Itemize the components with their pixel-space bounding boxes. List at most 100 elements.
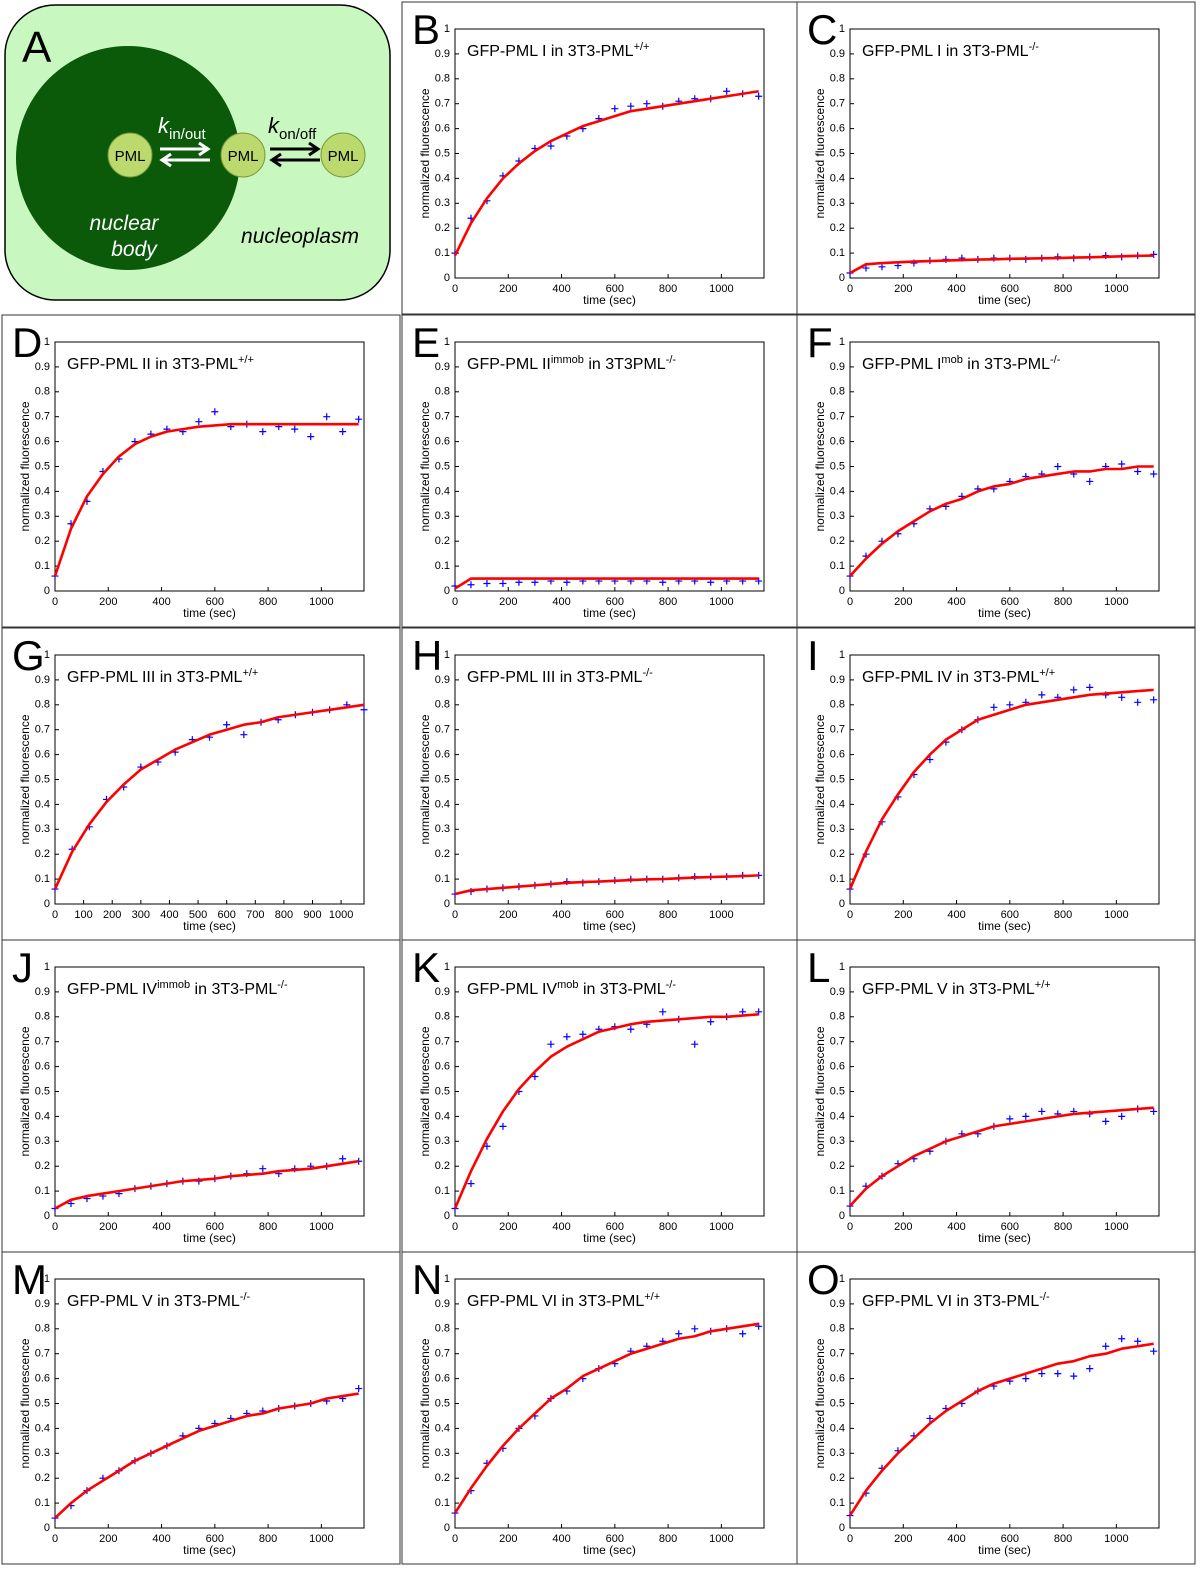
data-point <box>1022 1112 1030 1120</box>
data-point <box>499 1122 507 1130</box>
y-axis-label: normalized fluorescence <box>813 1338 827 1468</box>
y-tick-label: 0.4 <box>830 172 845 184</box>
y-tick-label: 0.3 <box>830 1135 845 1147</box>
y-axis-label: normalized fluorescence <box>18 401 32 531</box>
y-tick-label: 0.7 <box>830 98 845 110</box>
x-tick-label: 400 <box>552 909 570 921</box>
y-tick-label: 0 <box>44 1522 50 1534</box>
plot-area <box>849 1278 1160 1529</box>
chart-title: GFP-PML VI in 3T3-PML+/+ <box>467 1291 660 1310</box>
plot-area <box>454 28 765 279</box>
data-point <box>1118 693 1126 701</box>
x-tick-label: 600 <box>606 1533 624 1545</box>
y-tick-label: 0.3 <box>435 197 450 209</box>
x-axis-label: time (sec) <box>583 1543 636 1557</box>
x-tick-label: 1000 <box>329 909 353 921</box>
y-tick-label: 0.2 <box>830 222 845 234</box>
data-point <box>659 1008 667 1016</box>
data-point <box>643 100 651 108</box>
y-tick-label: 0.9 <box>830 48 845 60</box>
plot-area <box>849 341 1160 592</box>
title-part: immob <box>157 979 190 991</box>
chart-panel: 0 0.1 0.2 0.3 0.4 0.5 0.6 0.7 0.8 0.9 1 0 200 400 600 8… <box>796 1251 1196 1565</box>
fit-line <box>848 688 1154 890</box>
title-part: in 3T3-PML <box>190 981 277 998</box>
data-point <box>307 433 315 441</box>
y-tick-label: 0.7 <box>830 724 845 736</box>
title-part: GFP-PML II in 3T3-PML <box>67 356 238 373</box>
title-part: GFP-PML I in 3T3-PML <box>862 43 1029 60</box>
y-tick-label: 0.3 <box>35 823 50 835</box>
data-point <box>691 1040 699 1048</box>
x-tick-label: 1000 <box>309 596 333 608</box>
y-tick-label: 0.1 <box>435 1185 450 1197</box>
fit-line <box>453 1013 759 1210</box>
rate-subscript: in/out <box>169 126 207 143</box>
pml-node <box>220 132 266 178</box>
y-tick-label: 0.9 <box>830 674 845 686</box>
data-point <box>339 1155 347 1163</box>
y-tick-label: 0.7 <box>35 411 50 423</box>
data-point <box>195 418 203 426</box>
data-point <box>1054 1370 1062 1378</box>
y-tick-label: 0.8 <box>35 1011 50 1023</box>
y-tick-label: 0.1 <box>435 873 450 885</box>
panel-label: K <box>412 944 440 991</box>
x-axis-label: time (sec) <box>583 1231 636 1245</box>
y-tick-label: 0.3 <box>435 1135 450 1147</box>
data-point <box>1150 1347 1158 1355</box>
x-tick-label: 1000 <box>1104 1533 1128 1545</box>
y-axis-label: normalized fluorescence <box>18 714 32 844</box>
y-tick-label: 0.8 <box>830 1323 845 1335</box>
y-tick-label: 0.4 <box>35 1110 50 1122</box>
x-tick-label: 200 <box>99 596 117 608</box>
y-axis-label: normalized fluorescence <box>418 88 432 218</box>
y-tick-label: 0.5 <box>35 1397 50 1409</box>
x-tick-label: 600 <box>1001 1533 1019 1545</box>
data-point <box>1038 691 1046 699</box>
title-part: GFP-PML VI in 3T3-PML <box>862 1293 1039 1310</box>
y-tick-label: 0.8 <box>435 1323 450 1335</box>
y-tick-label: 0.9 <box>830 361 845 373</box>
y-tick-label: 0.1 <box>435 1497 450 1509</box>
x-tick-label: 200 <box>894 1533 912 1545</box>
y-tick-label: 0.2 <box>435 1160 450 1172</box>
x-tick-label: 1000 <box>709 1533 733 1545</box>
y-tick-label: 0.5 <box>830 1397 845 1409</box>
data-point <box>291 425 299 433</box>
panel-border <box>796 1251 1196 1565</box>
y-tick-label: 0.6 <box>435 1373 450 1385</box>
fit-line <box>53 422 359 577</box>
y-axis-label: normalized fluorescence <box>418 1338 432 1468</box>
data-point <box>563 578 571 586</box>
y-tick-label: 0.7 <box>435 98 450 110</box>
title-part: -/- <box>277 979 288 991</box>
x-axis-label: time (sec) <box>978 1231 1031 1245</box>
y-tick-label: 0.6 <box>830 123 845 135</box>
x-tick-label: 600 <box>206 1533 224 1545</box>
x-tick-label: 600 <box>206 1221 224 1233</box>
x-tick-label: 400 <box>947 909 965 921</box>
y-tick-label: 0.3 <box>830 510 845 522</box>
y-tick-label: 0.7 <box>35 724 50 736</box>
chart-panel: 0 0.1 0.2 0.3 0.4 0.5 0.6 0.7 0.8 0.9 1 0 200 400 600 8… <box>1 1251 401 1565</box>
y-tick-label: 0.1 <box>35 873 50 885</box>
chart-panel: 0 0.1 0.2 0.3 0.4 0.5 0.6 0.7 0.8 0.9 1 0 200 400 600 8… <box>796 1 1196 315</box>
y-axis-label: normalized fluorescence <box>813 1026 827 1156</box>
x-tick-label: 300 <box>132 909 150 921</box>
y-tick-label: 0.4 <box>435 172 450 184</box>
title-part: mob <box>941 354 962 366</box>
x-tick-label: 200 <box>894 909 912 921</box>
x-axis-label: time (sec) <box>183 606 236 620</box>
y-tick-label: 0.6 <box>435 123 450 135</box>
x-axis-label: time (sec) <box>978 293 1031 307</box>
y-tick-label: 1 <box>444 961 450 973</box>
chart-title: GFP-PML V in 3T3-PML-/- <box>67 1291 251 1310</box>
title-part: -/- <box>240 1291 251 1303</box>
y-tick-label: 0.8 <box>830 386 845 398</box>
y-tick-label: 0.2 <box>435 535 450 547</box>
y-tick-label: 0.8 <box>435 386 450 398</box>
y-tick-label: 0.7 <box>830 411 845 423</box>
data-point <box>531 1073 539 1081</box>
chart-panel: 0 0.1 0.2 0.3 0.4 0.5 0.6 0.7 0.8 0.9 1 0 200 400 600 8… <box>1 314 401 628</box>
